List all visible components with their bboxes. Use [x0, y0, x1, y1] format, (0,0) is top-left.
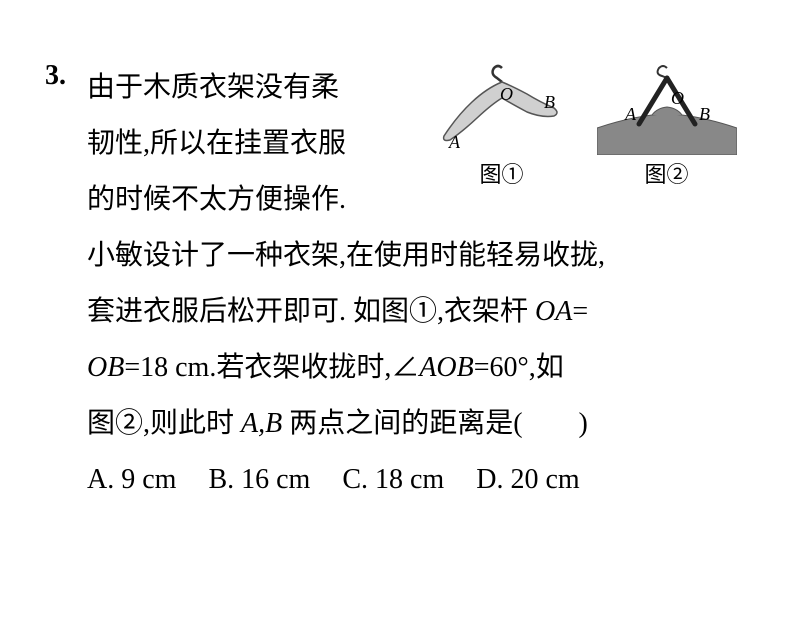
fig2-label-A: A: [624, 104, 637, 124]
line6-mid: =18 cm.若衣架收拢时,∠: [124, 352, 419, 383]
text-line-1: 由于木质衣架没有柔: [87, 60, 447, 116]
option-a: A. 9 cm: [87, 464, 176, 496]
line7-before: 图②,则此时: [87, 408, 241, 439]
fig1-label-A: A: [448, 132, 461, 152]
figure-1: O B A 图①: [429, 60, 574, 190]
line5-oa: OA: [535, 296, 572, 327]
line5-text: 套进衣服后松开即可. 如图①,衣架杆: [87, 296, 535, 327]
figures-container: O B A 图① O A B 图②: [429, 60, 739, 190]
options-row: A. 9 cm B. 16 cm C. 18 cm D. 20 cm: [45, 464, 749, 496]
text-line-3: 的时候不太方便操作.: [87, 172, 447, 228]
line5-eq: =: [572, 296, 588, 327]
text-line-7: 图②,则此时 A,B 两点之间的距离是( ): [87, 396, 749, 452]
text-line-4: 小敏设计了一种衣架,在使用时能轻易收拢,: [87, 228, 749, 284]
figure-2: O A B 图②: [594, 60, 739, 190]
text-line-2: 韧性,所以在挂置衣服: [87, 116, 447, 172]
hanger-2-svg: O A B: [597, 60, 737, 155]
option-c: C. 18 cm: [342, 464, 444, 496]
option-d: D. 20 cm: [476, 464, 579, 496]
figure-2-caption: 图②: [644, 157, 688, 189]
line6-end: =60°,如: [474, 352, 564, 383]
fig2-label-B: B: [699, 104, 710, 124]
fig1-label-B: B: [544, 92, 555, 112]
figure-1-caption: 图①: [479, 157, 523, 189]
question-block: 3. O B A 图①: [45, 60, 749, 496]
line6-aob: AOB: [419, 352, 473, 383]
option-b: B. 16 cm: [208, 464, 310, 496]
figure-1-image: O B A: [432, 60, 572, 155]
hanger-1-svg: O B A: [432, 60, 572, 155]
line7-after: 两点之间的距离是( ): [289, 408, 588, 439]
line6-ob: OB: [87, 352, 124, 383]
figure-2-image: O A B: [597, 60, 737, 155]
line7-ab: A,B: [241, 408, 289, 439]
text-line-6: OB=18 cm.若衣架收拢时,∠AOB=60°,如: [87, 340, 749, 396]
fig2-label-O: O: [671, 88, 684, 108]
question-number: 3.: [45, 60, 66, 92]
text-line-5: 套进衣服后松开即可. 如图①,衣架杆 OA=: [87, 284, 749, 340]
fig1-label-O: O: [500, 84, 513, 104]
